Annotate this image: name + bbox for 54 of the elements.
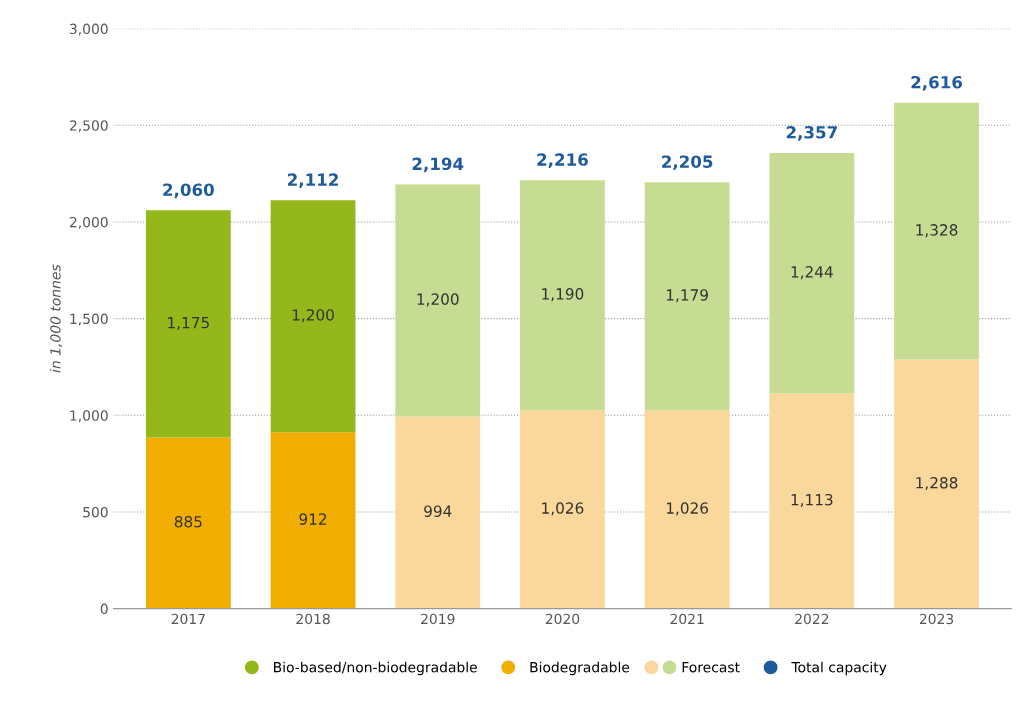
y-tick-label: 0 xyxy=(100,603,108,615)
total-label: 2,205 xyxy=(662,155,713,171)
total-label: 2,357 xyxy=(786,126,837,141)
y-tick-label: 1,500 xyxy=(70,313,108,326)
data-label: 1,190 xyxy=(542,288,584,302)
data-label: 1,175 xyxy=(168,317,209,330)
data-label: 1,288 xyxy=(916,476,958,491)
data-label: 1,179 xyxy=(666,289,708,303)
x-tick-label: 2017 xyxy=(171,613,205,625)
bar xyxy=(270,200,356,433)
x-tick-label: 2023 xyxy=(919,613,954,625)
data-label: 1,200 xyxy=(417,293,459,307)
bar xyxy=(270,432,356,609)
data-label: 1,113 xyxy=(791,493,833,508)
data-label: 1,244 xyxy=(791,266,833,280)
y-tick-label: 2,000 xyxy=(69,216,108,229)
y-axis-title: in 1,000 tonnes xyxy=(49,264,63,373)
x-tick-label: 2018 xyxy=(296,613,330,625)
legend-label: Biodegradable xyxy=(530,661,630,676)
bar xyxy=(769,152,855,394)
x-tick-label: 2021 xyxy=(670,613,704,625)
total-label: 2,216 xyxy=(537,153,588,168)
bar xyxy=(395,416,481,609)
bar xyxy=(520,410,605,609)
data-label: 994 xyxy=(424,505,452,517)
bar xyxy=(894,102,979,360)
x-tick-label: 2019 xyxy=(421,613,455,625)
data-label: 1,026 xyxy=(666,502,709,516)
bar xyxy=(644,182,730,411)
total-label: 2,112 xyxy=(288,173,338,189)
x-tick-label: 2022 xyxy=(795,613,829,625)
total-label: 2,194 xyxy=(412,157,464,173)
y-tick-label: 3,000 xyxy=(69,23,108,36)
y-tick-label: 1,000 xyxy=(70,410,108,423)
text: Forecast xyxy=(682,662,740,673)
y-tick-label: 2,500 xyxy=(69,120,108,133)
legend-label: Bio-based/non-biodegradable xyxy=(274,661,477,676)
data-label: 885 xyxy=(174,515,202,528)
bar xyxy=(145,437,231,609)
bar xyxy=(894,359,979,609)
bar xyxy=(520,180,605,411)
bar xyxy=(644,410,730,609)
total-label: 2,616 xyxy=(911,75,962,91)
data-label: 1,328 xyxy=(916,224,958,238)
total-label: 2,060 xyxy=(163,183,214,199)
text: Total capacity xyxy=(791,661,887,676)
bar xyxy=(395,184,481,417)
x-tick-label: 2020 xyxy=(545,613,580,625)
bar xyxy=(145,210,231,438)
data-label: 1,200 xyxy=(292,309,334,323)
bar xyxy=(769,393,855,609)
data-label: 1,026 xyxy=(542,502,584,516)
y-tick-label: 500 xyxy=(83,506,108,518)
data-label: 912 xyxy=(299,513,327,525)
